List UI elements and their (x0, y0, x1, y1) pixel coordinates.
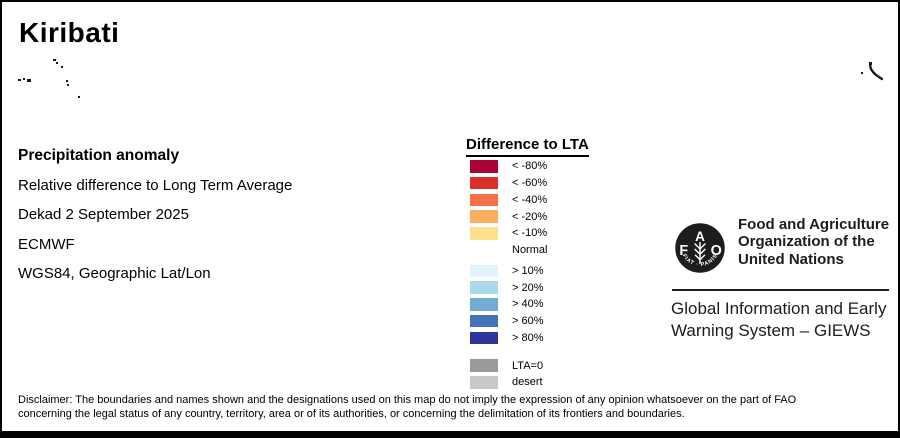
island-dot (67, 84, 69, 86)
legend-spacer (466, 346, 589, 357)
legend-swatch (470, 193, 498, 207)
legend-label: > 10% (512, 264, 544, 277)
legend-row: < -10% (466, 225, 589, 242)
legend-label: < -60% (512, 177, 548, 190)
fao-logo-letter-f: F (679, 243, 688, 259)
legend-swatch (470, 210, 498, 223)
island-dot (869, 62, 872, 65)
legend-swatch (470, 314, 498, 328)
fao-logo-motto: FIAT · PANIS (681, 253, 720, 268)
legend: Difference to LTA < -80% < -60% < -40% < -2… (466, 136, 589, 391)
legend-title: Difference to LTA (466, 136, 589, 157)
legend-swatch (470, 264, 498, 278)
legend-swatch (470, 281, 498, 294)
giews-line: Warning System – GIEWS (671, 320, 871, 340)
legend-label: LTA=0 (512, 359, 544, 372)
info-block: Precipitation anomaly Relative differenc… (18, 141, 292, 289)
info-line-description: Relative difference to Long Term Average (18, 176, 293, 194)
legend-row: desert (466, 374, 589, 391)
fao-divider (672, 289, 889, 291)
legend-label: Normal (512, 244, 548, 257)
fao-logo-letter-a: A (695, 229, 705, 244)
disclaimer-line: concerning the legal status of any count… (18, 408, 685, 421)
island-dot (53, 59, 56, 61)
island-dot (56, 62, 58, 64)
info-line-projection: WGS84, Geographic Lat/Lon (18, 265, 211, 283)
legend-row: > 40% (466, 296, 589, 313)
legend-row: < -60% (466, 175, 589, 192)
info-line-product: Precipitation anomaly (18, 146, 180, 164)
legend-label: > 20% (512, 281, 544, 294)
legend-swatch (470, 176, 498, 190)
island-dot (23, 78, 25, 80)
legend-label: < -40% (512, 193, 548, 206)
legend-row: < -40% (466, 192, 589, 209)
disclaimer: Disclaimer: The boundaries and names sho… (18, 393, 796, 421)
legend-swatch (470, 331, 498, 345)
fao-org-name: Food and Agriculture Organization of the… (738, 216, 889, 268)
legend-label: desert (512, 376, 543, 389)
legend-label: < -20% (512, 210, 548, 223)
legend-label: < -10% (512, 227, 548, 240)
legend-label: > 40% (512, 298, 544, 311)
legend-row: < -20% (466, 208, 589, 225)
legend-rows: < -80% < -60% < -40% < -20% < -10% Normal > 10… (466, 158, 589, 391)
island-dot (18, 79, 21, 81)
fao-logo-letter-o: O (711, 243, 722, 259)
legend-swatch (470, 298, 498, 311)
legend-row: > 80% (466, 330, 589, 347)
legend-row: > 20% (466, 279, 589, 296)
legend-label: > 60% (512, 315, 544, 328)
island-dot (78, 96, 80, 98)
map-title: Kiribati (19, 17, 120, 48)
wheat-ear-icon (694, 241, 706, 265)
fao-org-line: Food and Agriculture (738, 216, 890, 233)
legend-swatch (470, 227, 498, 240)
legend-swatch (470, 376, 498, 389)
island-dot (61, 66, 63, 68)
info-line-dekad: Dekad 2 September 2025 (18, 206, 189, 224)
info-line-source: ECMWF (18, 235, 75, 253)
legend-label: > 80% (512, 331, 544, 344)
legend-row: > 10% (466, 263, 589, 280)
disclaimer-line: Disclaimer: The boundaries and names sho… (18, 394, 797, 406)
legend-row: < -80% (466, 158, 589, 175)
legend-row: > 60% (466, 313, 589, 330)
giews-name: Global Information and Early Warning Sys… (671, 298, 886, 341)
giews-line: Global Information and Early (671, 299, 887, 318)
fao-org-line: Organization of the (738, 233, 875, 251)
island-dot (27, 79, 31, 82)
fao-logo-icon: F A O FIAT · PANIS (675, 223, 725, 273)
legend-row: Normal (466, 242, 589, 259)
legend-swatch (470, 160, 498, 173)
island-dot (861, 72, 863, 74)
legend-swatch (470, 359, 498, 372)
fao-org-line: United Nations (738, 250, 844, 268)
island-dot (66, 80, 68, 82)
fao-logo-disc (675, 223, 725, 273)
legend-label: < -80% (512, 160, 548, 173)
legend-row: LTA=0 (466, 357, 589, 374)
